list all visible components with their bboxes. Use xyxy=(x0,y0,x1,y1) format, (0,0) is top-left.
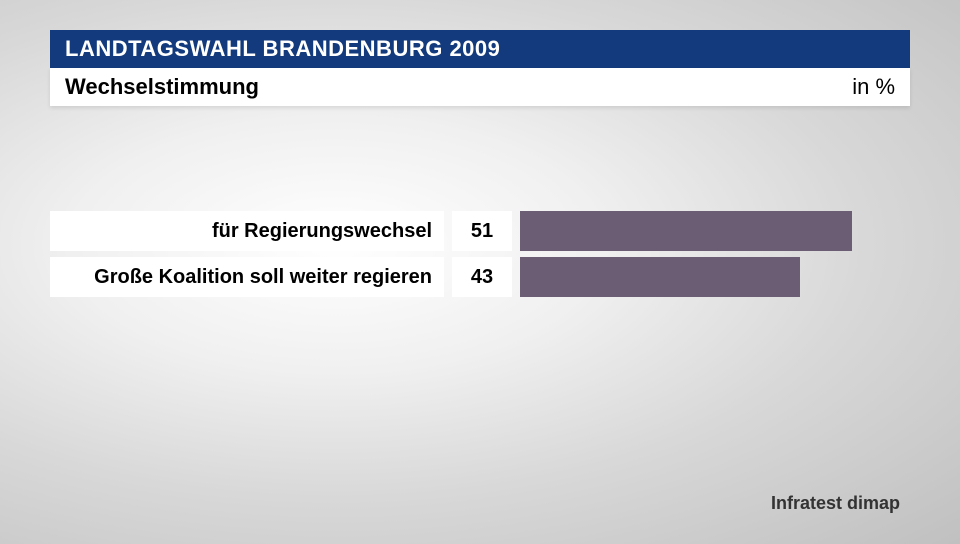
row-value: 51 xyxy=(452,211,512,251)
title-bar: LANDTAGSWAHL BRANDENBURG 2009 xyxy=(50,30,910,68)
subtitle-bar: Wechselstimmung in % xyxy=(50,68,910,106)
chart-row: Große Koalition soll weiter regieren 43 xyxy=(50,257,910,297)
unit-label: in % xyxy=(852,74,895,100)
row-value: 43 xyxy=(452,257,512,297)
row-label: für Regierungswechsel xyxy=(50,211,444,251)
bar xyxy=(520,211,852,251)
bar-container xyxy=(520,257,910,297)
source-label: Infratest dimap xyxy=(771,493,900,514)
page-title: LANDTAGSWAHL BRANDENBURG 2009 xyxy=(65,36,500,61)
bar-container xyxy=(520,211,910,251)
row-label: Große Koalition soll weiter regieren xyxy=(50,257,444,297)
chart-row: für Regierungswechsel 51 xyxy=(50,211,910,251)
bar-chart: für Regierungswechsel 51 Große Koalition… xyxy=(50,211,910,297)
bar xyxy=(520,257,800,297)
subtitle-text: Wechselstimmung xyxy=(65,74,259,100)
